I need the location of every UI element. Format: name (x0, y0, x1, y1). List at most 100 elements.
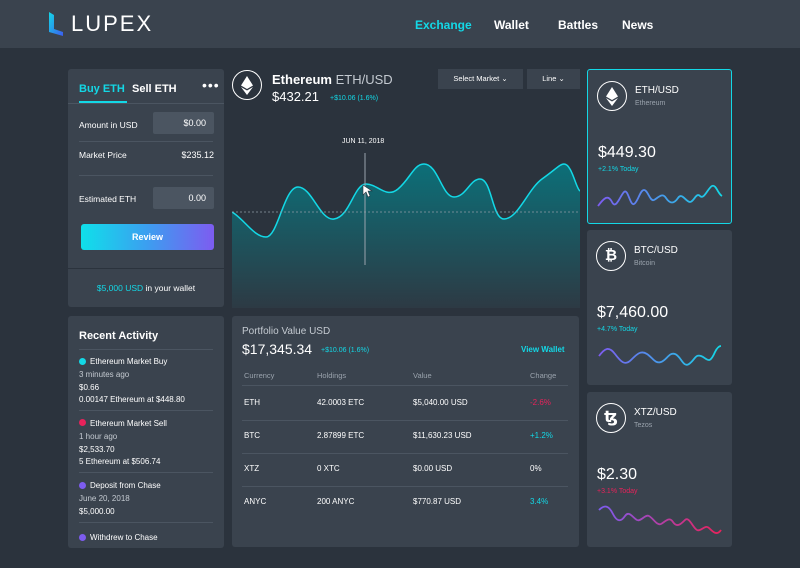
cell-value: $11,630.23 USD (413, 431, 472, 440)
amount-label: Amount in USD (79, 120, 138, 130)
card-price: $449.30 (598, 144, 656, 161)
select-market-dropdown[interactable]: Select Market ⌄ (438, 69, 523, 89)
wallet-balance: $5,000 USD in your wallet (68, 283, 224, 293)
activity-time: 1 hour ago (79, 432, 118, 441)
wallet-suffix: in your wallet (143, 283, 196, 293)
active-tab-indicator (79, 101, 127, 103)
lupex-logo-icon (49, 12, 63, 36)
cell-currency: XTZ (244, 464, 260, 473)
activity-detail: 0.00147 Ethereum at $448.80 (79, 395, 185, 404)
cell-change: 3.4% (530, 497, 549, 506)
card-name: Bitcoin (634, 260, 656, 267)
divider (79, 141, 213, 142)
cell-holdings: 42.0003 ETC (317, 398, 365, 407)
market-card-btc[interactable]: ₿ BTC/USD Bitcoin $7,460.00 +4.7% Today (587, 230, 732, 385)
card-change: +3.1% Today (597, 488, 638, 495)
market-card-eth[interactable]: ETH/USD Ethereum $449.30 +2.1% Today (587, 69, 732, 224)
activity-amount: $0.66 (79, 383, 100, 392)
ethereum-icon (232, 70, 262, 100)
cell-change: -2.6% (530, 398, 551, 407)
nav-wallet[interactable]: Wallet (494, 18, 529, 32)
view-type-label: Line (542, 74, 557, 83)
chart-price-line (232, 163, 580, 238)
divider (242, 385, 568, 386)
amount-input[interactable]: $0.00 (153, 112, 214, 134)
activity-title[interactable]: Withdrew to Chase (90, 533, 158, 542)
chevron-down-icon: ⌄ (558, 74, 565, 83)
tab-sell-eth[interactable]: Sell ETH (132, 83, 177, 95)
activity-dot-icon (79, 534, 86, 541)
view-type-dropdown[interactable]: Line ⌄ (527, 69, 580, 89)
divider (68, 268, 224, 269)
chart-area-fill (232, 164, 580, 308)
activity-time: 3 minutes ago (79, 370, 130, 379)
app-name: LUPEX (71, 11, 154, 36)
tab-divider (68, 103, 224, 104)
estimated-eth-field[interactable]: 0.00 (153, 187, 214, 209)
activity-dot-icon (79, 419, 86, 426)
card-change: +2.1% Today (598, 166, 639, 173)
card-symbol: ETH/USD (635, 85, 679, 96)
trade-panel: Buy ETH Sell ETH ••• Amount in USD $0.00… (68, 69, 224, 307)
hover-date-label: JUN 11, 2018 (342, 138, 385, 145)
card-symbol: BTC/USD (634, 245, 678, 256)
divider (79, 349, 213, 350)
activity-title[interactable]: Ethereum Market Sell (90, 419, 167, 428)
chart-pair: ETH/USD (331, 72, 393, 87)
estimated-eth-label: Estimated ETH (79, 194, 137, 204)
column-header-change: Change (530, 371, 557, 380)
cell-value: $0.00 USD (413, 464, 453, 473)
market-price-value: $235.12 (181, 150, 214, 160)
sparkline-chart (598, 505, 722, 534)
cell-value: $5,040.00 USD (413, 398, 468, 407)
price-chart-area: Ethereum ETH/USD $432.21 +$10.06 (1.6%) … (232, 69, 580, 308)
price-chart[interactable] (232, 69, 580, 308)
column-header-value: Value (413, 371, 432, 380)
activity-detail: 5 Ethereum at $506.74 (79, 457, 161, 466)
nav-exchange[interactable]: Exchange (415, 18, 472, 32)
cell-holdings: 0 XTC (317, 464, 340, 473)
select-market-label: Select Market (453, 74, 500, 83)
card-price: $7,460.00 (597, 304, 669, 321)
cell-value: $770.87 USD (413, 497, 462, 506)
portfolio-panel: Portfolio Value USD $17,345.34 +$10.06 (… (232, 316, 579, 547)
cell-holdings: 2.87899 ETC (317, 431, 365, 440)
activity-title[interactable]: Deposit from Chase (90, 481, 161, 490)
divider (79, 410, 213, 411)
card-price: $2.30 (597, 466, 638, 483)
activity-title[interactable]: Ethereum Market Buy (90, 357, 168, 366)
cell-currency: ETH (244, 398, 260, 407)
cell-holdings: 200 ANYC (317, 497, 355, 506)
divider (242, 486, 568, 487)
activity-amount: $2,533.70 (79, 445, 115, 454)
column-header-currency: Currency (244, 371, 275, 380)
chart-change: +$10.06 (1.6%) (330, 95, 379, 102)
more-options-icon[interactable]: ••• (202, 77, 220, 93)
cell-change: 0% (530, 464, 542, 473)
activity-time: June 20, 2018 (79, 494, 130, 503)
divider (79, 175, 213, 176)
nav-news[interactable]: News (622, 18, 654, 32)
view-wallet-link[interactable]: View Wallet (521, 345, 565, 354)
column-header-holdings: Holdings (317, 371, 347, 380)
portfolio-value: $17,345.34 (242, 341, 313, 357)
tezos-icon: ꜩ (596, 403, 626, 433)
divider (242, 453, 568, 454)
chevron-down-icon: ⌄ (501, 74, 508, 83)
market-card-xtz[interactable]: ꜩ XTZ/USD Tezos $2.30 +3.1% Today (587, 392, 732, 547)
nav-battles[interactable]: Battles (558, 18, 599, 32)
activity-dot-icon (79, 482, 86, 489)
divider (79, 522, 213, 523)
tab-buy-eth[interactable]: Buy ETH (79, 83, 125, 95)
cell-currency: BTC (244, 431, 260, 440)
divider (242, 420, 568, 421)
chart-asset-name: Ethereum (272, 72, 332, 87)
cell-currency: ANYC (244, 497, 267, 506)
review-button[interactable]: Review (81, 224, 214, 250)
card-change: +4.7% Today (597, 326, 638, 333)
activity-dot-icon (79, 358, 86, 365)
card-symbol: XTZ/USD (634, 407, 677, 418)
portfolio-title: Portfolio Value USD (242, 326, 331, 337)
tezos-glyph: ꜩ (604, 409, 618, 426)
wallet-amount: $5,000 USD (96, 283, 144, 293)
